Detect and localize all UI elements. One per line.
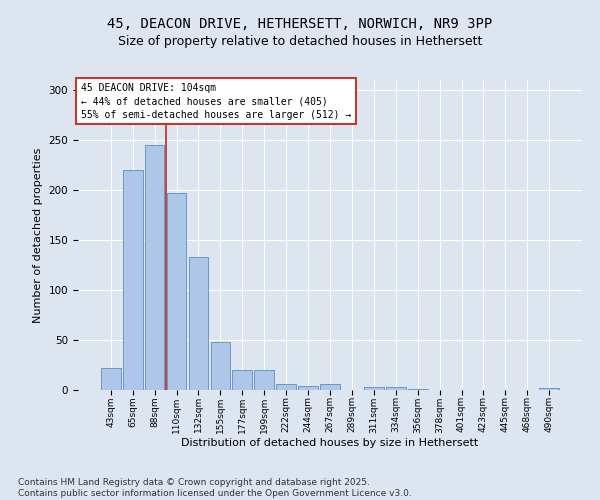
Bar xyxy=(320,384,340,390)
Bar xyxy=(254,370,274,390)
Bar xyxy=(408,389,428,390)
Text: 45, DEACON DRIVE, HETHERSETT, NORWICH, NR9 3PP: 45, DEACON DRIVE, HETHERSETT, NORWICH, N… xyxy=(107,18,493,32)
Bar xyxy=(145,145,164,390)
Bar xyxy=(386,387,406,390)
Bar xyxy=(211,342,230,390)
Bar xyxy=(101,368,121,390)
Bar xyxy=(276,384,296,390)
Bar xyxy=(123,170,143,390)
Bar xyxy=(364,387,384,390)
Bar xyxy=(539,388,559,390)
Text: Contains HM Land Registry data © Crown copyright and database right 2025.
Contai: Contains HM Land Registry data © Crown c… xyxy=(18,478,412,498)
Bar xyxy=(167,193,187,390)
Bar xyxy=(298,386,318,390)
X-axis label: Distribution of detached houses by size in Hethersett: Distribution of detached houses by size … xyxy=(181,438,479,448)
Bar xyxy=(188,257,208,390)
Text: 45 DEACON DRIVE: 104sqm
← 44% of detached houses are smaller (405)
55% of semi-d: 45 DEACON DRIVE: 104sqm ← 44% of detache… xyxy=(80,83,351,120)
Bar xyxy=(232,370,252,390)
Text: Size of property relative to detached houses in Hethersett: Size of property relative to detached ho… xyxy=(118,35,482,48)
Y-axis label: Number of detached properties: Number of detached properties xyxy=(33,148,43,322)
